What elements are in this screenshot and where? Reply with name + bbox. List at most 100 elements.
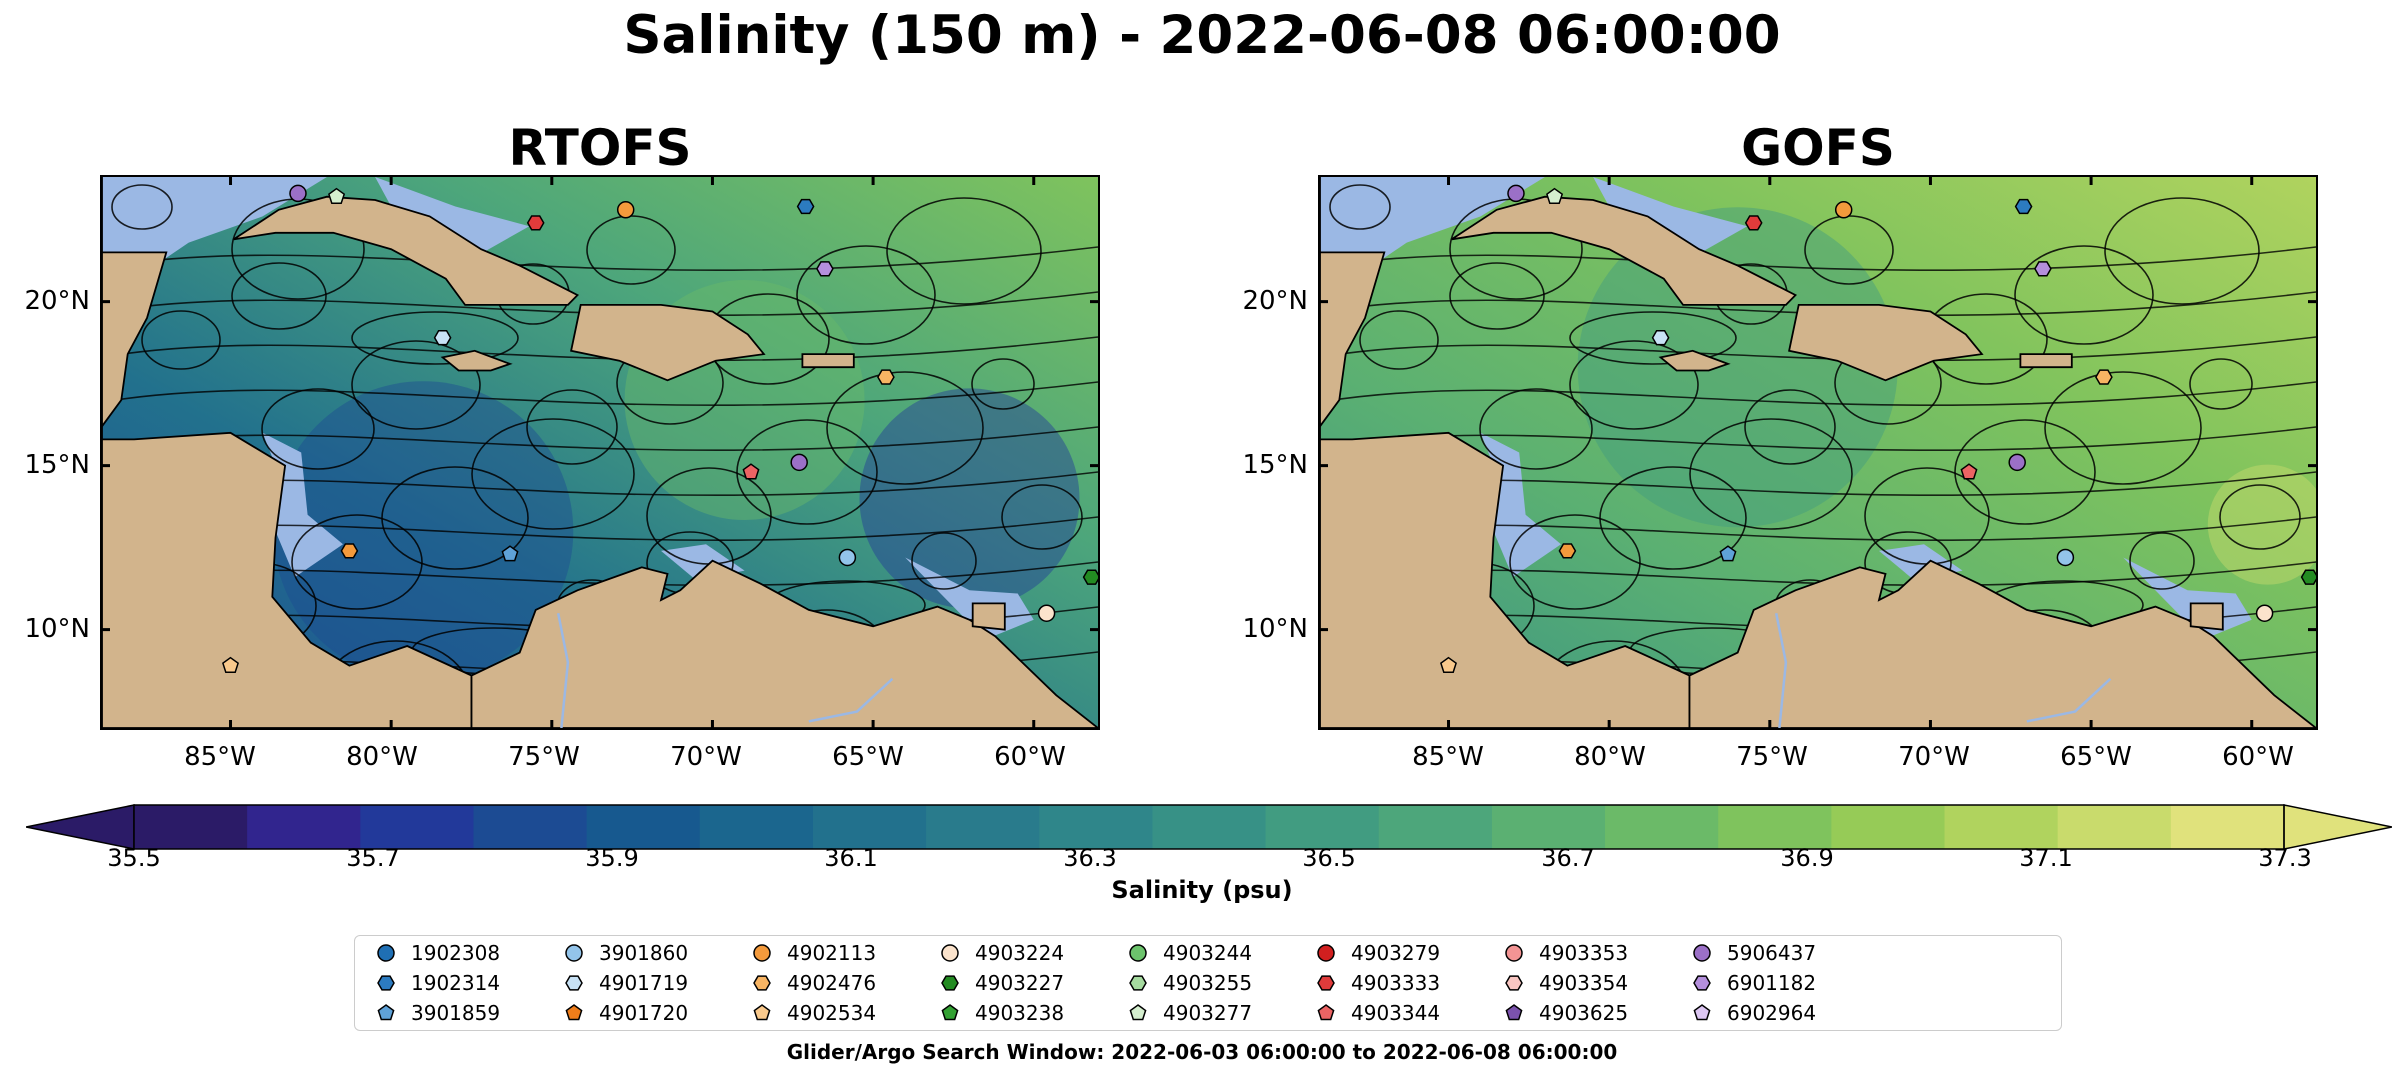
lat-tick-15n-gofs: 15°N	[1242, 450, 1308, 480]
float-marker	[796, 198, 815, 215]
legend-item: 4903344	[1313, 998, 1440, 1028]
legend-marker	[377, 1004, 395, 1021]
colorbar-segment	[2170, 805, 2285, 849]
float-marker	[2095, 369, 2113, 385]
lat-tick-15n-rtofs: 15°N	[24, 450, 90, 480]
hexagon-marker-icon	[753, 975, 771, 991]
current-streamline	[736, 419, 878, 525]
circle-marker-icon	[941, 944, 959, 962]
legend-item: 4903238	[937, 998, 1064, 1028]
legend-item: 4902534	[749, 998, 876, 1028]
float-marker	[616, 201, 635, 219]
current-streamline	[1320, 336, 2316, 361]
pentagon-marker-icon	[1317, 1004, 1335, 1021]
legend-marker	[377, 975, 395, 991]
legend-marker	[1505, 975, 1523, 991]
landmass-trinidad	[971, 602, 1006, 631]
landmass-trinidad	[2189, 602, 2224, 631]
current-streamline	[1569, 340, 1699, 430]
colorbar-segment	[1039, 805, 1153, 849]
landmass-puertorico	[2019, 353, 2073, 369]
colorbar-tick: 36.1	[824, 844, 878, 872]
current-streamline	[141, 310, 221, 370]
lon-tick-65w-rtofs: 65°W	[832, 742, 904, 772]
lon-tick-75w-gofs: 75°W	[1736, 742, 1808, 772]
legend-marker	[941, 944, 959, 962]
float-marker	[289, 184, 307, 203]
legend-marker	[1317, 1004, 1335, 1021]
current-streamline	[1320, 291, 2316, 316]
landmass-yucatan	[102, 251, 168, 428]
salinity-patch	[273, 381, 574, 682]
float-marker	[1507, 184, 1525, 203]
float-marker	[1558, 543, 1577, 559]
legend-marker	[1505, 1004, 1523, 1021]
colorbar-tick: 35.7	[346, 844, 400, 872]
shelf-region	[102, 177, 327, 302]
legend-label: 4903227	[975, 971, 1065, 995]
lat-tick-20n-rtofs: 20°N	[24, 286, 90, 316]
legend-item: 5906437	[1689, 938, 1816, 968]
colorbar-segment	[1152, 805, 1267, 849]
circle-marker-icon	[1693, 944, 1711, 962]
legend-label: 4903279	[1351, 941, 1441, 965]
legend-label: 4902476	[787, 971, 877, 995]
colorbar-frame	[133, 804, 2285, 850]
legend-marker	[753, 975, 771, 991]
landmass-hispaniola	[1788, 304, 1984, 382]
legend-marker	[753, 1004, 771, 1021]
legend-label: 4903354	[1539, 971, 1629, 995]
legend-marker	[1693, 1004, 1711, 1021]
legend-item: 4901719	[561, 968, 688, 998]
pentagon-marker-icon	[377, 1004, 395, 1021]
hexagon-marker-icon	[1505, 975, 1523, 991]
lon-tick-70w-gofs: 70°W	[1898, 742, 1970, 772]
legend-label: 4903625	[1539, 1001, 1629, 1025]
legend-label: 4902534	[787, 1001, 877, 1025]
float-marker	[433, 330, 452, 346]
colorbar-tick: 36.5	[1302, 844, 1356, 872]
legend-marker	[377, 944, 395, 962]
legend-label: 4902113	[787, 941, 877, 965]
float-marker	[340, 543, 359, 559]
salinity-map-gofs	[1320, 177, 2316, 728]
colorbar-segment	[360, 805, 474, 849]
colorbar-tick: 36.7	[1541, 844, 1595, 872]
landmass-cuba	[233, 195, 579, 306]
current-streamline	[1001, 484, 1083, 550]
shelf-region	[375, 177, 530, 259]
float-marker	[1651, 330, 1670, 346]
legend-item: 4903224	[937, 938, 1064, 968]
search-window-caption: Glider/Argo Search Window: 2022-06-03 06…	[786, 1040, 1618, 1064]
colorbar-segment	[247, 805, 361, 849]
colorbar	[25, 802, 2393, 852]
legend-item: 1902308	[373, 938, 500, 968]
landmass-yucatan	[1320, 251, 1386, 428]
colorbar-segment	[1831, 805, 1946, 849]
current-streamline	[1449, 262, 1545, 330]
legend-marker	[1505, 944, 1523, 962]
lat-tick-10n-gofs: 10°N	[1242, 614, 1308, 644]
colorbar-segment	[586, 805, 701, 849]
legend-item: 4902113	[749, 938, 876, 968]
legend-marker	[1693, 975, 1711, 991]
current-streamline	[471, 418, 635, 530]
colorbar-tick: 35.9	[585, 844, 639, 872]
colorbar-segment	[1944, 805, 2059, 849]
float-marker	[1037, 604, 1056, 622]
current-streamline	[1509, 514, 1641, 610]
river	[556, 612, 570, 728]
float-marker	[526, 215, 545, 231]
legend-item: 4903255	[1125, 968, 1252, 998]
colorbar-segment	[1605, 805, 1719, 849]
colorbar-segment	[473, 805, 588, 849]
colorbar-segment	[812, 805, 927, 849]
legend-item: 4901720	[561, 998, 688, 1028]
legend-label: 5906437	[1727, 941, 1817, 965]
legend-marker	[565, 944, 583, 962]
colorbar-label: Salinity (psu)	[1111, 876, 1293, 904]
lon-tick-85w-gofs: 85°W	[1412, 742, 1484, 772]
map-panel-gofs	[1318, 175, 2318, 730]
lon-tick-75w-rtofs: 75°W	[508, 742, 580, 772]
colorbar-segment	[1378, 805, 1493, 849]
